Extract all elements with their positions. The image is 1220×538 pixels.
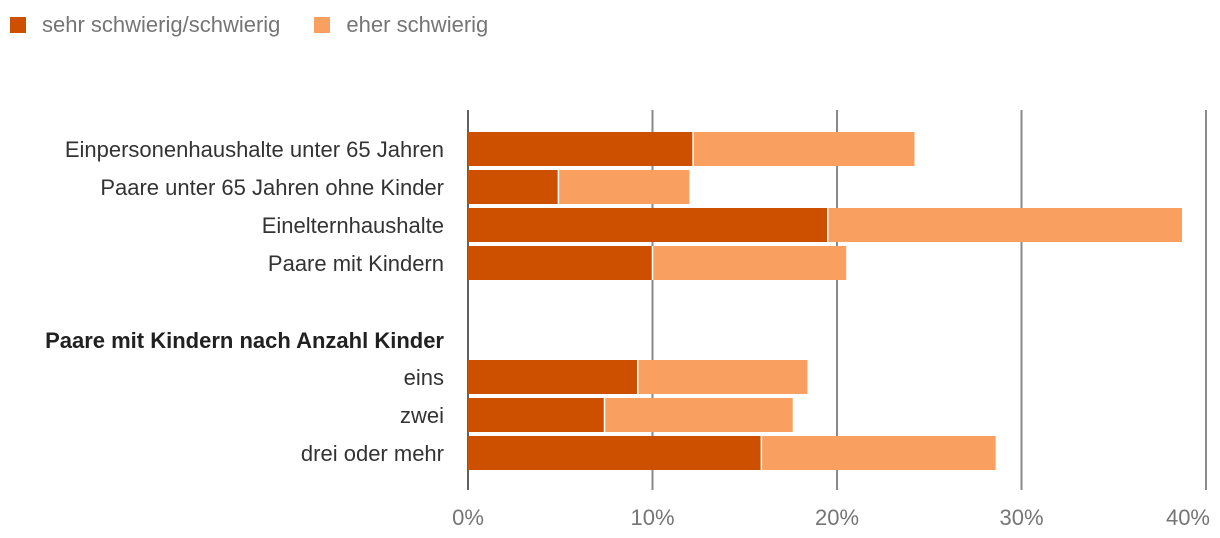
group-header-label: Paare mit Kindern nach Anzahl Kinder [45, 328, 444, 353]
bar-2-6 [604, 398, 793, 432]
x-tick-label-0: 0% [452, 505, 484, 530]
x-tick-label-1: 10% [630, 505, 674, 530]
bar-1-6 [468, 398, 605, 432]
legend-label-series-1: sehr schwierig/schwierig [42, 12, 281, 37]
category-label-2: Paare unter 65 Jahren ohne Kinder [100, 175, 444, 200]
bar-1-2 [468, 170, 559, 204]
bar-2-1 [693, 132, 915, 166]
bar-2-3 [827, 208, 1183, 242]
category-label-7: drei oder mehr [301, 441, 444, 466]
legend-label-series-2: eher schwierig [346, 12, 489, 37]
legend-item-series-1: sehr schwierig/schwierig [10, 12, 280, 38]
legend-item-series-2: eher schwierig [314, 12, 488, 38]
bar-2-4 [652, 246, 847, 280]
category-label-4: Paare mit Kindern [268, 251, 444, 276]
bar-2-2 [558, 170, 690, 204]
bar-1-1 [468, 132, 694, 166]
legend-swatch-series-1 [10, 17, 26, 33]
bar-1-3 [468, 208, 828, 242]
x-tick-label-2: 20% [815, 505, 859, 530]
bar-2-5 [637, 360, 808, 394]
x-tick-label-4: 40% [1166, 505, 1210, 530]
bar-1-7 [468, 436, 762, 470]
category-label-5: eins [404, 365, 444, 390]
category-label-6: zwei [400, 403, 444, 428]
category-label-1: Einpersonenhaushalte unter 65 Jahren [65, 137, 444, 162]
category-label-3: Einelternhaushalte [262, 213, 444, 238]
legend-swatch-series-2 [314, 17, 331, 33]
x-tick-label-3: 30% [999, 505, 1043, 530]
bar-1-5 [468, 360, 638, 394]
bar-2-7 [761, 436, 996, 470]
legend: sehr schwierig/schwierig eher schwierig [10, 10, 522, 40]
bar-1-4 [468, 246, 653, 280]
